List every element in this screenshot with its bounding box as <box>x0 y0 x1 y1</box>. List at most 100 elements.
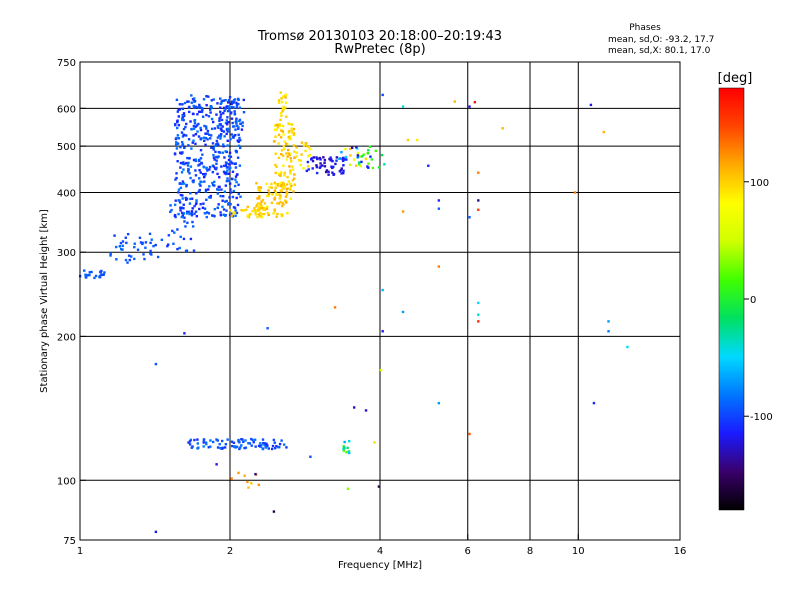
data-point <box>220 165 223 168</box>
data-point <box>193 204 196 208</box>
data-point <box>189 191 192 195</box>
data-point <box>224 214 227 217</box>
data-point <box>607 330 610 333</box>
data-point <box>212 156 216 159</box>
data-point <box>291 165 294 168</box>
data-point <box>262 208 265 211</box>
chart-title: Tromsø 20130103 20:18:00–20:19:43 <box>257 29 502 44</box>
data-point <box>200 110 204 114</box>
data-point <box>150 253 153 256</box>
data-point <box>213 158 216 161</box>
data-point <box>133 257 136 261</box>
data-point <box>207 446 210 449</box>
data-point <box>309 455 312 458</box>
data-point <box>270 182 273 186</box>
data-point <box>209 108 212 111</box>
data-point <box>261 447 265 451</box>
data-point <box>323 161 326 165</box>
data-point <box>228 154 231 158</box>
data-point <box>266 205 269 209</box>
data-point <box>175 98 179 102</box>
data-point <box>305 169 309 173</box>
data-point <box>281 130 285 133</box>
data-point <box>195 192 198 195</box>
data-point <box>246 214 249 218</box>
data-point <box>115 258 118 261</box>
data-point <box>237 471 240 475</box>
data-point <box>194 174 198 177</box>
data-point <box>374 149 378 153</box>
data-point <box>273 196 277 199</box>
data-point <box>307 165 310 168</box>
data-point <box>175 172 178 175</box>
data-point <box>241 209 245 212</box>
data-point <box>120 247 123 251</box>
data-point <box>226 177 229 180</box>
data-point <box>176 247 179 251</box>
data-point <box>179 186 183 190</box>
data-point <box>247 215 251 219</box>
data-point <box>181 151 184 154</box>
data-point <box>300 153 303 156</box>
data-point <box>380 153 384 157</box>
data-point <box>173 231 176 234</box>
data-point <box>274 163 277 167</box>
data-point <box>212 146 215 149</box>
data-point <box>236 156 240 159</box>
data-point <box>342 169 345 173</box>
data-point <box>315 165 319 169</box>
data-point <box>200 180 203 184</box>
data-point <box>187 210 191 214</box>
data-point <box>148 232 152 236</box>
data-point <box>194 105 197 108</box>
data-point <box>192 97 196 100</box>
data-point <box>186 170 190 173</box>
data-point <box>324 170 328 174</box>
data-point <box>154 243 157 247</box>
stats-line-x: mean, sd,X: 80.1, 17.0 <box>608 46 711 56</box>
data-point <box>235 117 238 121</box>
colorbar-tick-label: 100 <box>750 178 769 189</box>
data-point <box>217 155 220 158</box>
data-point <box>231 177 234 181</box>
data-point <box>194 159 197 162</box>
data-point <box>187 441 190 444</box>
data-point <box>133 242 136 245</box>
data-point <box>190 94 193 97</box>
x-tick-label: 8 <box>527 546 533 557</box>
data-point <box>279 171 283 174</box>
data-point <box>170 208 173 212</box>
data-point <box>315 171 319 175</box>
data-point <box>279 118 282 122</box>
data-point <box>230 133 234 136</box>
data-point <box>235 196 238 200</box>
data-point <box>194 133 198 136</box>
data-point <box>219 113 223 116</box>
data-point <box>206 132 209 135</box>
data-point <box>237 127 240 131</box>
data-point <box>264 442 268 446</box>
data-point <box>211 142 215 145</box>
data-point <box>260 444 263 447</box>
data-point <box>257 444 261 448</box>
data-point <box>217 203 220 206</box>
data-point <box>437 401 441 405</box>
data-point <box>227 162 231 166</box>
data-point <box>197 110 201 113</box>
data-point <box>330 165 333 168</box>
data-point <box>185 212 189 215</box>
data-point <box>177 123 181 127</box>
data-point <box>226 130 230 133</box>
data-point <box>227 120 230 124</box>
data-point <box>243 208 246 212</box>
data-point <box>227 100 230 103</box>
data-point <box>179 193 183 197</box>
data-point <box>233 184 237 188</box>
data-point <box>199 128 203 132</box>
data-point <box>143 257 146 261</box>
data-point <box>261 438 265 441</box>
data-point <box>315 156 318 159</box>
data-point <box>285 188 288 191</box>
data-point <box>477 199 480 202</box>
data-point <box>427 164 430 167</box>
